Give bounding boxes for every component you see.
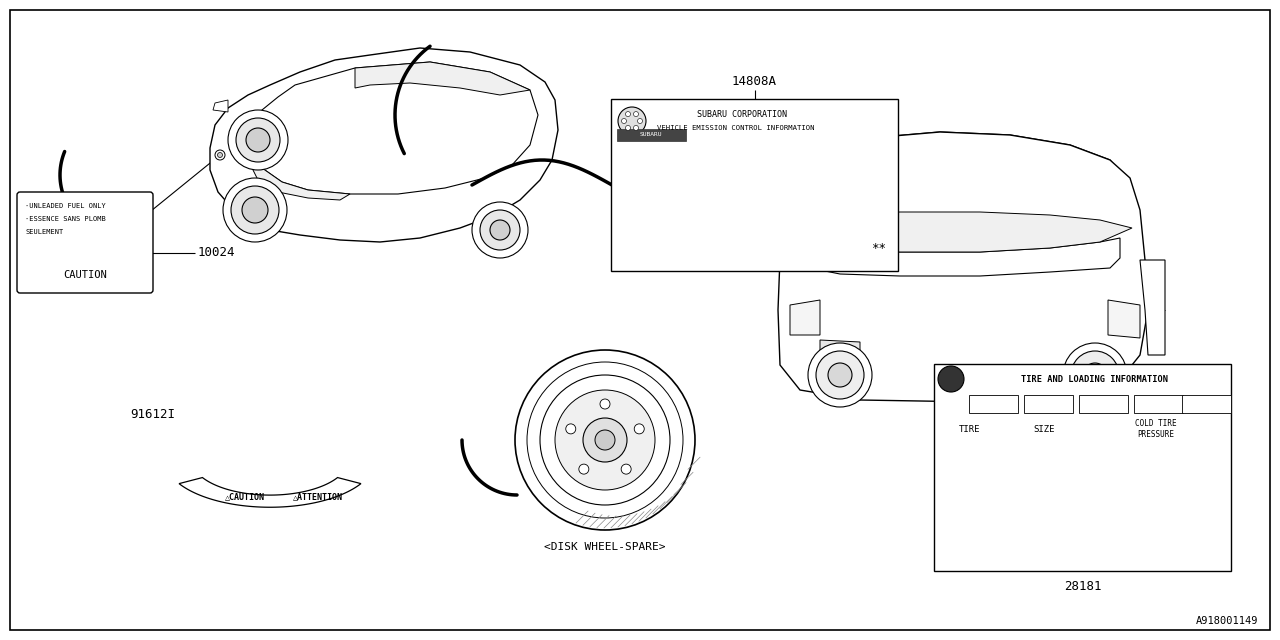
Text: TIRE AND LOADING INFORMATION: TIRE AND LOADING INFORMATION: [1021, 374, 1169, 383]
Circle shape: [490, 220, 509, 240]
FancyBboxPatch shape: [1024, 395, 1073, 413]
Circle shape: [637, 118, 643, 124]
Polygon shape: [252, 168, 349, 200]
Text: △ATTENTION: △ATTENTION: [293, 493, 343, 502]
Text: ·ESSENCE SANS PLOMB: ·ESSENCE SANS PLOMB: [26, 216, 106, 222]
Polygon shape: [179, 477, 361, 508]
Circle shape: [626, 125, 631, 131]
Circle shape: [1071, 351, 1119, 399]
Circle shape: [618, 107, 646, 135]
Polygon shape: [800, 212, 1132, 252]
Circle shape: [246, 128, 270, 152]
Text: SEULEMENT: SEULEMENT: [26, 229, 63, 235]
Text: SIZE: SIZE: [1033, 424, 1055, 433]
Text: CAUTION: CAUTION: [63, 270, 106, 280]
Circle shape: [566, 424, 576, 434]
Polygon shape: [355, 62, 530, 95]
Text: <DISK WHEEL-SPARE>: <DISK WHEEL-SPARE>: [544, 542, 666, 552]
Circle shape: [236, 118, 280, 162]
Circle shape: [582, 418, 627, 462]
Circle shape: [634, 111, 639, 116]
Circle shape: [540, 375, 669, 505]
Polygon shape: [1140, 260, 1165, 355]
Circle shape: [634, 424, 644, 434]
Circle shape: [817, 351, 864, 399]
Text: A918001149: A918001149: [1196, 616, 1258, 626]
Text: VEHICLE EMISSION CONTROL INFORMATION: VEHICLE EMISSION CONTROL INFORMATION: [657, 125, 814, 131]
Text: SUBARU CORPORATION: SUBARU CORPORATION: [698, 109, 787, 118]
Circle shape: [556, 390, 655, 490]
Polygon shape: [797, 132, 1135, 252]
Circle shape: [622, 118, 626, 124]
Polygon shape: [778, 132, 1148, 402]
Circle shape: [634, 125, 639, 131]
Polygon shape: [1108, 300, 1140, 338]
Circle shape: [527, 362, 684, 518]
Circle shape: [515, 350, 695, 530]
FancyBboxPatch shape: [17, 192, 154, 293]
Text: △CAUTION: △CAUTION: [225, 493, 265, 502]
Circle shape: [595, 430, 614, 450]
Text: COLD TIRE
PRESSURE: COLD TIRE PRESSURE: [1135, 419, 1176, 438]
Circle shape: [600, 399, 611, 409]
FancyBboxPatch shape: [611, 99, 899, 271]
FancyBboxPatch shape: [617, 129, 686, 141]
FancyBboxPatch shape: [1181, 395, 1231, 413]
Polygon shape: [210, 48, 558, 242]
Circle shape: [218, 152, 223, 157]
Text: SUBARU: SUBARU: [640, 132, 662, 137]
FancyBboxPatch shape: [1079, 395, 1128, 413]
Polygon shape: [212, 100, 228, 112]
Circle shape: [828, 363, 852, 387]
Circle shape: [228, 110, 288, 170]
Text: TIRE: TIRE: [959, 424, 980, 433]
FancyBboxPatch shape: [1134, 395, 1183, 413]
Circle shape: [808, 343, 872, 407]
FancyBboxPatch shape: [934, 364, 1231, 571]
Circle shape: [626, 111, 631, 116]
Polygon shape: [790, 300, 820, 335]
Circle shape: [1083, 363, 1107, 387]
FancyBboxPatch shape: [969, 395, 1018, 413]
Circle shape: [215, 150, 225, 160]
Text: 91612I: 91612I: [131, 408, 175, 422]
Text: 28181: 28181: [1064, 580, 1101, 593]
Polygon shape: [820, 340, 860, 368]
Text: ·UNLEADED FUEL ONLY: ·UNLEADED FUEL ONLY: [26, 203, 106, 209]
Circle shape: [480, 210, 520, 250]
Circle shape: [242, 197, 268, 223]
Circle shape: [230, 186, 279, 234]
Circle shape: [223, 178, 287, 242]
Circle shape: [621, 464, 631, 474]
Polygon shape: [252, 62, 538, 194]
Circle shape: [579, 464, 589, 474]
Text: **: **: [872, 241, 887, 255]
Circle shape: [472, 202, 529, 258]
Circle shape: [938, 366, 964, 392]
Text: 14808A: 14808A: [732, 75, 777, 88]
Circle shape: [1062, 343, 1126, 407]
Polygon shape: [800, 238, 1120, 276]
Text: 10024: 10024: [198, 246, 236, 259]
